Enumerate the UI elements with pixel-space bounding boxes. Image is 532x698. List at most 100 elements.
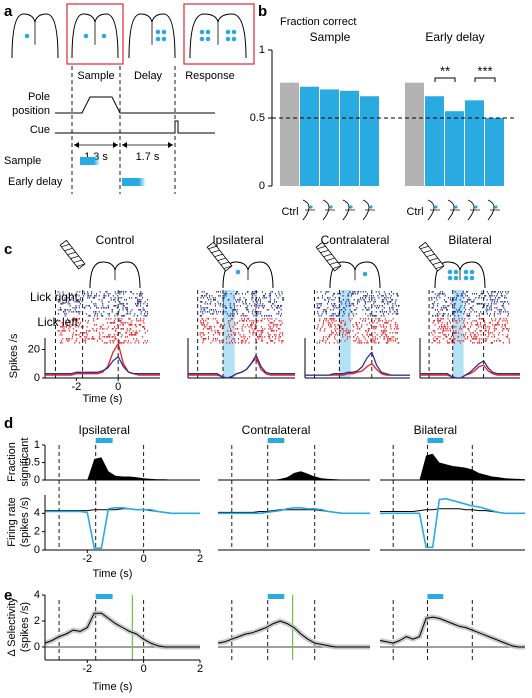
raster-tick: [259, 301, 261, 303]
raster-tick: [504, 297, 506, 299]
raster-tick: [463, 326, 465, 328]
raster-tick: [84, 293, 86, 295]
raster-tick: [445, 307, 447, 309]
raster-tick: [104, 307, 106, 309]
raster-tick: [256, 336, 258, 338]
raster-tick: [450, 338, 452, 340]
raster-tick: [67, 297, 69, 299]
raster-tick: [254, 303, 256, 305]
stim-spot: [225, 36, 231, 42]
raster-tick: [330, 326, 332, 328]
raster-tick: [442, 326, 444, 328]
raster-tick: [133, 338, 135, 340]
raster-tick: [114, 291, 116, 293]
raster-tick: [205, 326, 207, 328]
raster-tick: [489, 332, 491, 334]
raster-tick: [241, 340, 243, 342]
raster-tick: [442, 338, 444, 340]
raster-tick: [61, 326, 63, 328]
raster-tick: [495, 318, 497, 320]
raster-tick: [497, 338, 499, 340]
raster-tick: [366, 324, 368, 326]
raster-tick: [502, 291, 504, 293]
raster-tick: [395, 338, 397, 340]
raster-tick: [493, 315, 495, 317]
raster-tick: [273, 303, 275, 305]
raster-tick: [491, 299, 493, 301]
raster-tick: [464, 338, 466, 340]
column-title: Control: [96, 233, 135, 247]
raster-tick: [464, 334, 466, 336]
raster-tick: [432, 307, 434, 309]
raster-tick: [337, 307, 339, 309]
raster-tick: [64, 299, 66, 301]
raster-tick: [469, 315, 471, 317]
raster-tick: [357, 301, 359, 303]
raster-tick: [58, 299, 60, 301]
raster-tick: [265, 297, 267, 299]
raster-tick: [342, 299, 344, 301]
raster-tick: [355, 309, 357, 311]
raster-tick: [387, 342, 389, 344]
raster-tick: [348, 305, 350, 307]
raster-tick: [256, 291, 258, 293]
raster-tick: [464, 318, 466, 320]
raster-tick: [60, 303, 62, 305]
raster-tick: [357, 291, 359, 293]
raster-tick: [88, 338, 90, 340]
raster-tick: [338, 297, 340, 299]
raster-tick: [319, 303, 321, 305]
raster-tick: [502, 305, 504, 307]
raster-tick: [465, 309, 466, 311]
raster-tick: [205, 301, 207, 303]
raster-tick: [140, 311, 142, 313]
raster-tick: [212, 338, 214, 340]
raster-tick: [487, 326, 489, 328]
panel-label: d: [4, 415, 13, 432]
raster-tick: [235, 328, 237, 330]
raster-tick: [71, 297, 73, 299]
fiber-stripe: [223, 265, 233, 269]
raster-tick: [385, 322, 387, 324]
raster-tick: [502, 342, 504, 344]
raster-tick: [234, 309, 236, 311]
raster-tick: [128, 340, 130, 342]
raster-tick: [69, 322, 71, 324]
raster-tick: [434, 324, 436, 326]
raster-tick: [368, 328, 370, 330]
raster-tick: [346, 299, 348, 301]
raster-tick: [378, 320, 380, 322]
raster-tick: [121, 297, 123, 299]
raster-tick: [467, 328, 469, 330]
raster-tick: [217, 301, 219, 303]
raster-tick: [142, 326, 144, 328]
raster-tick: [101, 315, 103, 317]
raster-tick: [442, 315, 443, 317]
raster-tick: [223, 297, 225, 299]
raster-tick: [471, 293, 473, 295]
raster-tick: [262, 305, 264, 307]
raster-tick: [258, 336, 260, 338]
raster-tick: [281, 342, 283, 344]
raster-tick: [264, 328, 266, 330]
raster-tick: [113, 320, 115, 322]
raster-tick: [360, 291, 362, 293]
raster-tick: [274, 334, 276, 336]
raster-tick: [114, 338, 116, 340]
raster-tick: [78, 318, 80, 320]
raster-tick: [119, 342, 121, 344]
raster-tick: [274, 324, 276, 326]
raster-tick: [454, 332, 456, 334]
raster-tick: [366, 309, 368, 311]
raster-tick: [396, 328, 398, 330]
raster-tick: [504, 291, 506, 293]
raster-tick: [372, 295, 374, 297]
raster-tick: [85, 340, 87, 342]
raster-tick: [493, 340, 495, 342]
raster-tick: [269, 336, 270, 338]
raster-tick: [352, 330, 354, 332]
raster-tick: [241, 328, 243, 330]
raster-tick: [434, 340, 436, 342]
raster-tick: [84, 332, 86, 334]
y-axis-label: Spikes /s: [8, 333, 20, 378]
